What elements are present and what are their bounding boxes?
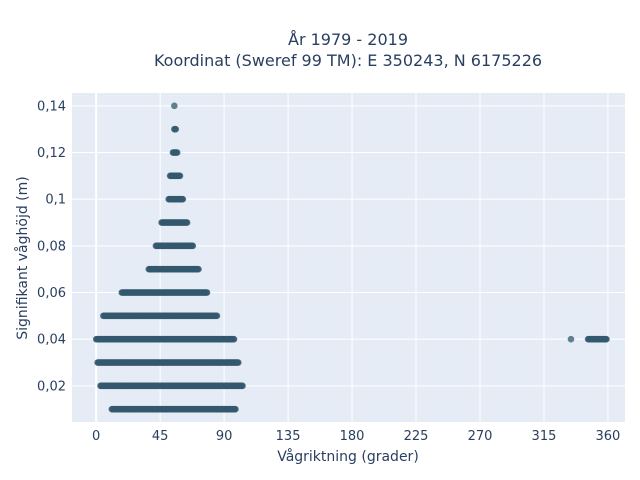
y-tick-label: 0,04 <box>37 333 66 348</box>
x-tick-label: 90 <box>216 429 233 444</box>
x-tick-labels: 0 45 90 135 180 225 270 315 360 <box>92 429 620 444</box>
y-tick-label: 0,08 <box>37 239 66 254</box>
data-point <box>203 289 211 296</box>
data-point <box>176 172 184 180</box>
y-tick-label: 0,06 <box>37 286 66 301</box>
x-tick-label: 360 <box>596 429 621 444</box>
grid-lines <box>72 93 625 422</box>
x-tick-label: 315 <box>532 429 557 444</box>
data-point <box>230 335 238 343</box>
data-points <box>92 102 610 413</box>
data-point <box>173 149 181 156</box>
x-axis-title: Vågriktning (grader) <box>277 448 419 465</box>
y-axis-title: Signifikant våghöjd (m) <box>14 176 31 339</box>
x-tick-label: 225 <box>404 429 429 444</box>
data-point <box>603 335 610 343</box>
x-tick-label: 180 <box>340 429 365 444</box>
chart-title-line1: År 1979 - 2019 <box>288 30 408 49</box>
x-tick-label: 0 <box>92 429 100 444</box>
data-point <box>232 405 239 413</box>
data-point <box>179 195 187 203</box>
y-tick-label: 0,12 <box>37 146 66 161</box>
y-tick-label: 0,14 <box>37 99 66 114</box>
data-point <box>235 359 242 366</box>
data-point <box>195 265 202 273</box>
data-point <box>189 242 197 250</box>
y-tick-labels: 0,02 0,04 0,06 0,08 0,1 0,12 0,14 <box>37 99 66 394</box>
y-tick-label: 0,02 <box>37 379 66 394</box>
data-point <box>172 125 180 133</box>
chart-title-line2: Koordinat (Sweref 99 TM): E 350243, N 61… <box>154 51 542 70</box>
x-tick-label: 270 <box>468 429 493 444</box>
y-tick-label: 0,1 <box>45 193 66 208</box>
x-tick-label: 135 <box>276 429 301 444</box>
data-point <box>183 219 191 226</box>
x-tick-label: 45 <box>152 429 169 444</box>
plot-area <box>72 93 625 422</box>
data-point <box>567 335 575 343</box>
data-point <box>213 312 221 320</box>
data-point <box>239 382 246 390</box>
data-point <box>171 102 178 110</box>
